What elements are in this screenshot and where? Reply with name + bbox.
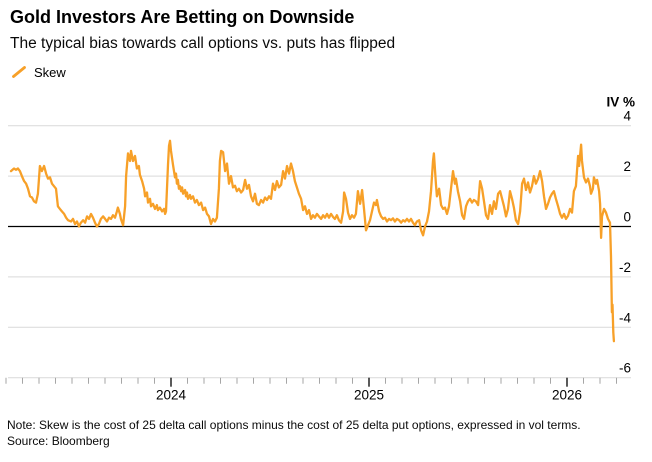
y-tick-label: -6 (619, 361, 631, 376)
skew-series-line-icon (12, 65, 27, 79)
x-tick-label: 2025 (354, 388, 384, 403)
y-tick-label: 0 (623, 210, 631, 225)
page-title: Gold Investors Are Betting on Downside (10, 7, 355, 27)
chart-area: 4 2 0 -2 -4 -6 IV % 2024 2025 2026 (0, 90, 652, 408)
page-subtitle: The typical bias towards call options vs… (10, 35, 396, 52)
skew-line-chart: 4 2 0 -2 -4 -6 IV % 2024 2025 2026 (5, 95, 635, 403)
y-tick-label: 4 (623, 109, 631, 124)
source-text: Source: Bloomberg (7, 434, 110, 448)
legend: Skew (12, 63, 66, 81)
y-tick-label: 2 (623, 159, 631, 174)
y-axis-unit-label: IV % (606, 95, 635, 110)
y-tick-label: -4 (619, 310, 631, 325)
note-text: Note: Skew is the cost of 25 delta call … (7, 418, 581, 432)
x-tick-label: 2024 (156, 388, 187, 403)
skew-series-line (9, 139, 616, 343)
x-tick-label: 2026 (552, 388, 582, 403)
y-tick-label: -2 (619, 260, 631, 275)
legend-label-skew: Skew (34, 64, 66, 80)
